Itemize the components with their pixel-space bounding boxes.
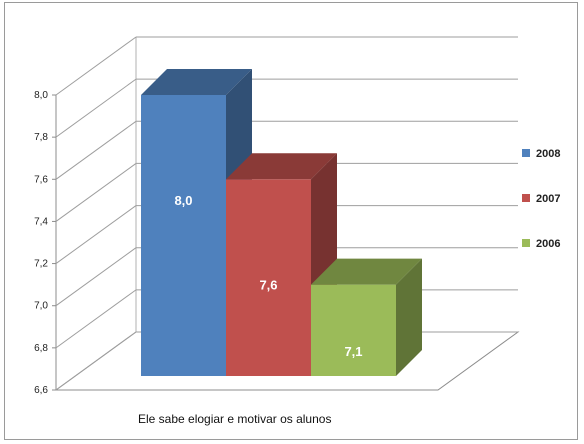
data-label: 7,6	[259, 277, 277, 292]
bars: 8,0 7,6 7,1	[141, 69, 422, 376]
y-tick-label: 7,4	[34, 216, 48, 227]
legend-swatch	[522, 239, 530, 247]
gridline-side	[55, 36, 137, 96]
legend: 2008 2007 2006	[522, 148, 560, 250]
y-tick-label: 7,8	[34, 132, 48, 143]
legend-label: 2006	[536, 238, 560, 250]
y-tick-label: 8,0	[34, 90, 48, 101]
y-tick-label: 7,6	[34, 174, 48, 185]
legend-item-2007: 2007	[522, 193, 560, 205]
bar-side	[396, 258, 422, 376]
data-label: 7,1	[344, 344, 362, 359]
gridline-side	[55, 247, 137, 307]
bar-2006: 7,1	[311, 258, 422, 376]
legend-item-2008: 2008	[522, 148, 560, 160]
gridline-side	[55, 205, 137, 264]
legend-label: 2008	[536, 148, 560, 160]
y-axis-ticks: 6,6 6,8 7,0 7,2 7,4 7,6 7,8 8,0	[34, 90, 48, 396]
y-tick-label: 6,8	[34, 343, 48, 354]
bar-front	[311, 284, 396, 376]
y-tick-label: 6,6	[34, 385, 48, 396]
bar-top	[141, 69, 252, 95]
bar-top	[226, 153, 337, 180]
y-tick-label: 7,2	[34, 259, 48, 270]
gridline-side	[55, 163, 137, 222]
bar-top	[311, 258, 422, 285]
gridline-side	[55, 78, 137, 138]
data-label: 8,0	[174, 193, 192, 208]
x-category-label: Ele sabe elogiar e motivar os alunos	[138, 412, 331, 426]
legend-swatch	[522, 194, 530, 202]
legend-label: 2007	[536, 193, 560, 205]
legend-item-2006: 2006	[522, 238, 560, 250]
bar-front	[141, 95, 226, 376]
gridline-side	[55, 289, 137, 349]
gridline-side	[55, 331, 137, 391]
bar-front	[226, 179, 311, 376]
y-tick-label: 7,0	[34, 301, 48, 312]
gridline-side	[55, 120, 137, 180]
legend-swatch	[522, 149, 530, 157]
